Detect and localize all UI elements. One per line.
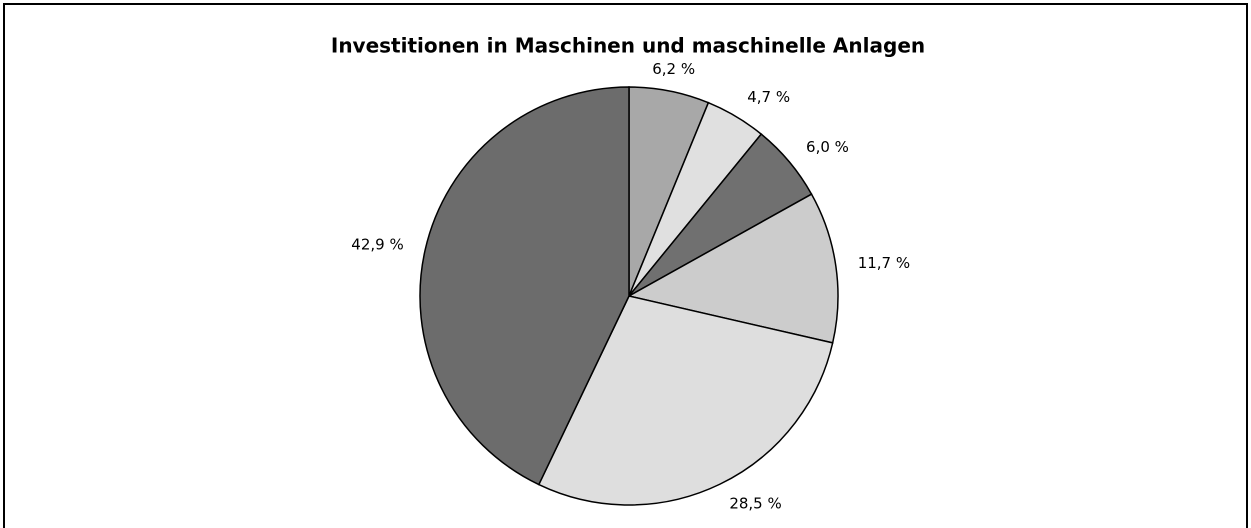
data-label: 4,7 % [747, 88, 790, 106]
data-label: 42,9 % [351, 235, 403, 253]
data-label: 6,0 % [806, 138, 849, 156]
data-label: 28,5 % [729, 495, 781, 513]
data-label: 11,7 % [858, 254, 910, 272]
pie-slice [626, 193, 839, 344]
chart-title: Investitionen in Maschinen und maschinel… [331, 34, 925, 58]
pie-slice [419, 86, 630, 486]
frame [3, 3, 1248, 528]
pie-slice [537, 295, 834, 506]
data-label: 6,2 % [652, 60, 695, 78]
